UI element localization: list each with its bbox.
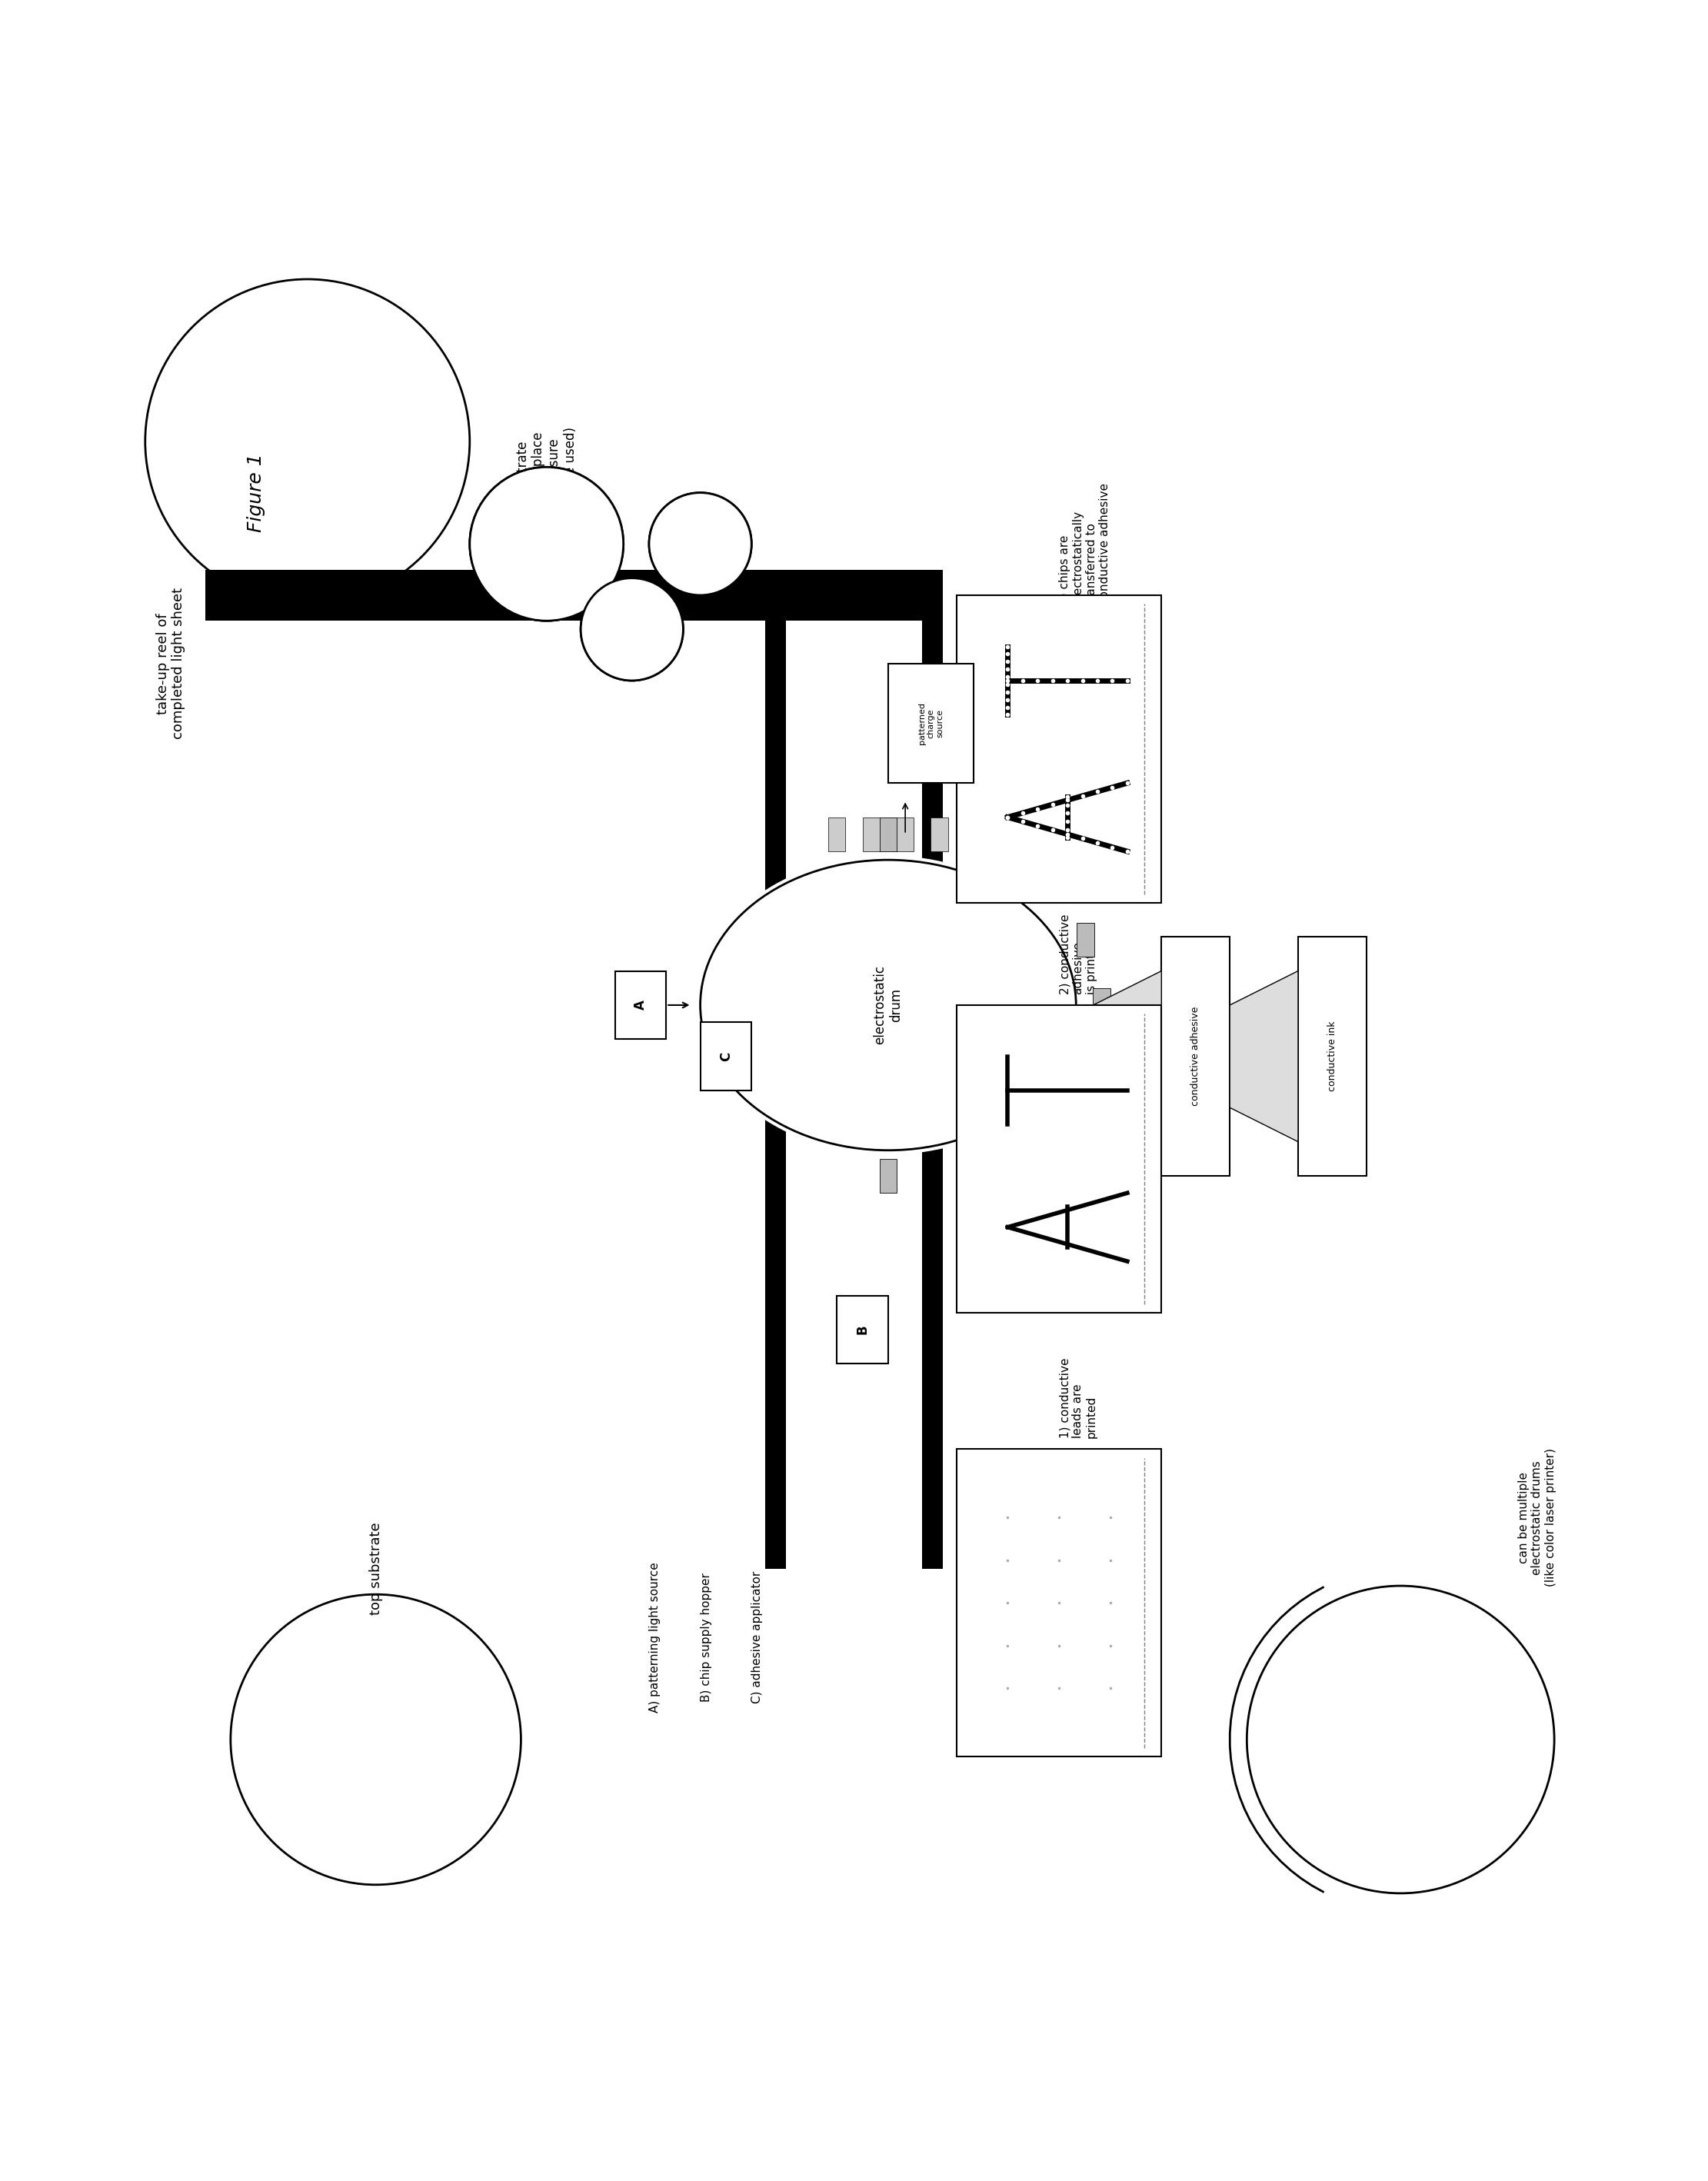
Bar — [1030, 868, 1047, 901]
Bar — [1076, 1053, 1093, 1088]
Bar — [1076, 923, 1093, 957]
Text: patterned
charge
source: patterned charge source — [919, 702, 943, 744]
Ellipse shape — [700, 859, 1076, 1149]
Text: top substrate: top substrate — [369, 1522, 383, 1616]
Circle shape — [231, 1594, 521, 1884]
Circle shape — [652, 495, 748, 591]
Text: conductive adhesive: conductive adhesive — [1190, 1008, 1201, 1106]
Circle shape — [473, 471, 620, 617]
Text: bottom substrate: bottom substrate — [1103, 1099, 1117, 1219]
Circle shape — [470, 467, 623, 622]
Text: C) adhesive applicator: C) adhesive applicator — [752, 1570, 763, 1703]
Text: B: B — [856, 1324, 869, 1335]
Polygon shape — [205, 569, 943, 622]
Ellipse shape — [697, 855, 1081, 1154]
Circle shape — [649, 493, 752, 595]
Bar — [880, 1158, 897, 1193]
Circle shape — [649, 493, 752, 595]
Polygon shape — [922, 613, 943, 1568]
Text: A) patterning light source: A) patterning light source — [649, 1562, 661, 1712]
Bar — [956, 1448, 1161, 1756]
Text: Figure 1: Figure 1 — [248, 454, 265, 532]
Text: B) chip supply hopper: B) chip supply hopper — [700, 1573, 712, 1701]
Circle shape — [470, 467, 623, 622]
Text: electrostatic
drum: electrostatic drum — [873, 966, 904, 1045]
Bar — [828, 818, 845, 851]
Bar — [837, 1296, 888, 1363]
Bar — [1298, 938, 1366, 1176]
Circle shape — [145, 279, 470, 604]
Bar — [615, 971, 666, 1040]
Bar — [962, 1145, 979, 1180]
Circle shape — [584, 582, 680, 676]
Bar — [897, 818, 914, 851]
Bar — [1093, 988, 1110, 1023]
Bar — [962, 831, 979, 864]
Text: conductive ink: conductive ink — [1327, 1021, 1337, 1090]
Circle shape — [1247, 1586, 1554, 1893]
Circle shape — [581, 578, 683, 680]
Text: C: C — [719, 1051, 733, 1060]
Bar — [931, 818, 948, 851]
Bar — [1030, 1108, 1047, 1143]
Polygon shape — [1093, 971, 1161, 1141]
Polygon shape — [765, 613, 786, 1568]
Bar — [700, 1023, 752, 1090]
Text: 2) conductive
adhesive
is printed: 2) conductive adhesive is printed — [1059, 914, 1097, 995]
Text: A: A — [634, 1001, 647, 1010]
Bar — [888, 663, 974, 783]
Text: 1) conductive
leads are
printed: 1) conductive leads are printed — [1059, 1359, 1097, 1437]
Text: 3) chips are
electrostatically
transferred to
conductive adhesive: 3) chips are electrostatically transferr… — [1059, 484, 1110, 604]
Text: take-up reel of
completed light sheet: take-up reel of completed light sheet — [155, 587, 186, 739]
Bar — [956, 1005, 1161, 1313]
Text: can be multiple
electrostatic drums
(like color laser printer): can be multiple electrostatic drums (lik… — [1518, 1448, 1556, 1588]
Bar — [880, 818, 897, 851]
Polygon shape — [1230, 971, 1298, 1141]
Text: 4) top substrate
is adhered in place
(heated pressure
rollers may be used): 4) top substrate is adhered in place (he… — [516, 427, 577, 558]
Circle shape — [581, 578, 683, 680]
Bar — [1161, 938, 1230, 1176]
Ellipse shape — [700, 859, 1076, 1149]
Bar — [863, 818, 880, 851]
Bar — [956, 595, 1161, 903]
